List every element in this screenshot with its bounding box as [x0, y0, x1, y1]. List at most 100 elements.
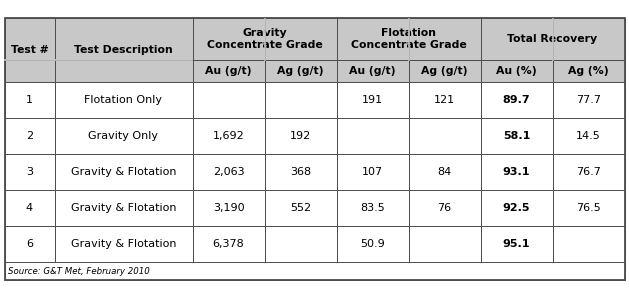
Bar	[55, 60, 192, 82]
Text: 3: 3	[26, 167, 33, 177]
Text: 84: 84	[437, 167, 452, 177]
Text: 191: 191	[362, 95, 383, 105]
Bar	[4, 82, 55, 118]
Bar	[552, 190, 625, 226]
Bar	[265, 18, 337, 60]
Bar	[552, 226, 625, 262]
Text: 93.1: 93.1	[503, 167, 530, 177]
Text: 50.9: 50.9	[360, 239, 385, 249]
Text: Au (%): Au (%)	[496, 66, 537, 76]
Text: 95.1: 95.1	[503, 239, 530, 249]
Bar	[4, 18, 55, 60]
Text: Source: G&T Met, February 2010: Source: G&T Met, February 2010	[9, 266, 150, 275]
Bar	[408, 18, 481, 60]
Text: Flotation
Concentrate Grade: Flotation Concentrate Grade	[350, 28, 466, 50]
Bar	[552, 60, 625, 82]
Bar	[337, 82, 408, 118]
Text: 552: 552	[290, 203, 311, 213]
Bar	[55, 226, 192, 262]
Bar	[55, 118, 192, 154]
Bar	[192, 226, 265, 262]
Text: 1: 1	[26, 95, 33, 105]
Bar	[4, 262, 625, 280]
Bar	[481, 154, 552, 190]
Bar	[408, 118, 481, 154]
Text: Total Recovery: Total Recovery	[508, 34, 598, 44]
Text: 192: 192	[290, 131, 311, 141]
Bar	[481, 82, 552, 118]
Bar	[4, 118, 55, 154]
Bar	[337, 154, 408, 190]
Text: Au (g/t): Au (g/t)	[349, 66, 396, 76]
Text: 92.5: 92.5	[503, 203, 530, 213]
Bar	[481, 118, 552, 154]
Bar	[481, 226, 552, 262]
Text: Ag (%): Ag (%)	[568, 66, 609, 76]
Bar	[4, 226, 55, 262]
Bar	[192, 82, 265, 118]
Bar	[4, 190, 55, 226]
Bar	[337, 60, 408, 82]
Text: 4: 4	[26, 203, 33, 213]
Bar	[265, 60, 337, 82]
Bar	[4, 60, 55, 82]
Bar	[552, 118, 625, 154]
Text: 14.5: 14.5	[576, 131, 601, 141]
Text: 83.5: 83.5	[360, 203, 385, 213]
Bar	[192, 18, 265, 60]
Bar	[408, 82, 481, 118]
Bar	[552, 18, 625, 60]
Bar	[55, 190, 192, 226]
Bar	[408, 190, 481, 226]
Bar	[192, 154, 265, 190]
Text: 121: 121	[434, 95, 455, 105]
Bar	[265, 226, 337, 262]
Text: Gravity & Flotation: Gravity & Flotation	[70, 203, 176, 213]
Text: Ag (g/t): Ag (g/t)	[421, 66, 468, 76]
Text: 76: 76	[437, 203, 452, 213]
Bar	[408, 60, 481, 82]
Text: Gravity & Flotation: Gravity & Flotation	[70, 239, 176, 249]
Bar	[552, 82, 625, 118]
Text: Ag (g/t): Ag (g/t)	[277, 66, 324, 76]
Text: 77.7: 77.7	[576, 95, 601, 105]
Text: Au (g/t): Au (g/t)	[205, 66, 252, 76]
Bar	[4, 18, 625, 280]
Text: 2: 2	[26, 131, 33, 141]
Text: 2,063: 2,063	[213, 167, 244, 177]
Bar	[192, 190, 265, 226]
Bar	[481, 190, 552, 226]
Bar	[265, 154, 337, 190]
Text: 3,190: 3,190	[213, 203, 244, 213]
Text: Test Description: Test Description	[74, 45, 173, 55]
Text: 58.1: 58.1	[503, 131, 530, 141]
Text: Flotation Only: Flotation Only	[84, 95, 162, 105]
Bar	[481, 60, 552, 82]
Text: 368: 368	[290, 167, 311, 177]
Bar	[192, 118, 265, 154]
Text: 76.7: 76.7	[576, 167, 601, 177]
Bar	[265, 82, 337, 118]
Bar	[55, 82, 192, 118]
Bar	[192, 60, 265, 82]
Bar	[55, 18, 192, 60]
Text: 1,692: 1,692	[213, 131, 245, 141]
Bar	[408, 226, 481, 262]
Bar	[4, 154, 55, 190]
Bar	[337, 226, 408, 262]
Bar	[337, 18, 408, 60]
Bar	[408, 154, 481, 190]
Bar	[337, 190, 408, 226]
Text: Gravity Only: Gravity Only	[89, 131, 159, 141]
Bar	[481, 18, 552, 60]
Text: Gravity & Flotation: Gravity & Flotation	[70, 167, 176, 177]
Bar	[265, 118, 337, 154]
Bar	[55, 154, 192, 190]
Bar	[552, 154, 625, 190]
Text: 6,378: 6,378	[213, 239, 245, 249]
Text: 107: 107	[362, 167, 383, 177]
Text: Gravity
Concentrate Grade: Gravity Concentrate Grade	[206, 28, 323, 50]
Text: 89.7: 89.7	[503, 95, 530, 105]
Bar	[265, 190, 337, 226]
Text: Test #: Test #	[11, 45, 48, 55]
